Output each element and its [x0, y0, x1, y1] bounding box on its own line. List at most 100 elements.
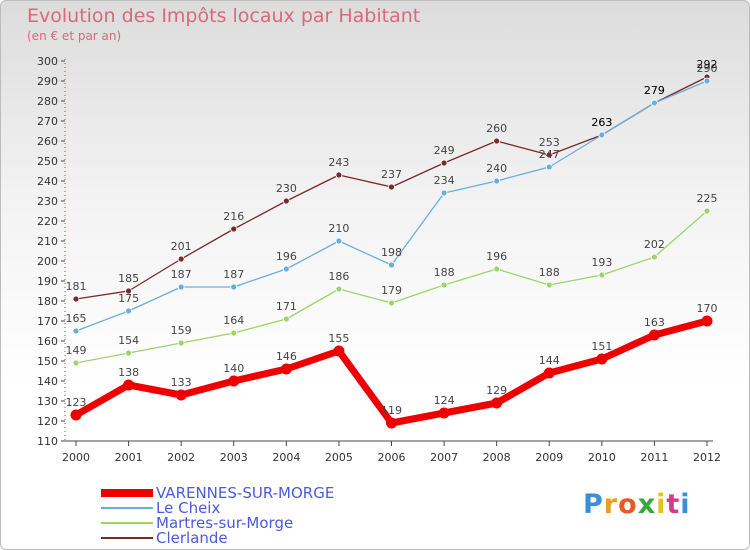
data-label: 237: [381, 168, 402, 181]
data-point: [72, 359, 80, 367]
data-label: 124: [434, 394, 455, 407]
data-point: [125, 287, 132, 295]
x-tick-label: 2003: [220, 451, 248, 464]
data-point: [282, 265, 290, 273]
data-label: 119: [381, 404, 402, 417]
data-label: 129: [486, 384, 507, 397]
legend-swatch: [101, 522, 153, 524]
data-point: [230, 283, 238, 291]
data-point: [438, 407, 450, 419]
data-point: [491, 397, 503, 409]
data-point: [648, 329, 660, 341]
data-point: [335, 285, 343, 293]
logo-letter: t: [666, 489, 681, 520]
data-point: [230, 225, 238, 233]
data-point: [493, 137, 501, 145]
data-point: [177, 339, 185, 347]
x-tick-label: 2006: [378, 451, 406, 464]
y-tick-label: 170: [37, 315, 58, 328]
chart-axes: 110 120 130 140 150 160 170 180 190 200 210 220 230 2…: [37, 55, 721, 464]
data-point: [703, 77, 711, 85]
data-label: 188: [434, 266, 455, 279]
data-point: [651, 99, 658, 107]
y-tick-label: 200: [37, 255, 58, 268]
legend-label: VARENNES-SUR-MORGE: [156, 484, 335, 502]
data-label: 181: [66, 280, 87, 293]
y-tick-label: 300: [37, 55, 58, 68]
y-tick-label: 220: [37, 215, 58, 228]
data-label: 201: [171, 240, 192, 253]
y-tick-label: 260: [37, 135, 58, 148]
data-label: 146: [276, 350, 297, 363]
data-point: [598, 271, 606, 279]
data-label: 196: [486, 250, 507, 263]
data-label: 179: [381, 284, 402, 297]
y-tick-label: 160: [37, 335, 58, 348]
y-tick-label: 120: [37, 415, 58, 428]
data-label: 187: [171, 268, 192, 281]
y-tick-label: 270: [37, 115, 58, 128]
y-tick-label: 240: [37, 175, 58, 188]
data-label: 155: [328, 332, 349, 345]
data-label: 196: [276, 250, 297, 263]
data-point: [177, 283, 185, 291]
data-point: [72, 295, 80, 303]
data-label: 138: [118, 366, 139, 379]
x-tick-label: 2004: [272, 451, 300, 464]
data-point: [388, 261, 395, 269]
data-point: [440, 159, 448, 167]
chart-title: Evolution des Impôts locaux par Habitant: [27, 5, 421, 27]
data-point: [545, 281, 553, 289]
y-tick-label: 210: [37, 235, 58, 248]
x-tick-label: 2012: [693, 451, 721, 464]
y-tick-label: 230: [37, 195, 58, 208]
legend-swatch: [101, 537, 153, 539]
data-point: [596, 353, 608, 365]
legend-swatch: [101, 507, 153, 509]
data-point: [123, 379, 135, 391]
data-label: 260: [486, 122, 507, 135]
y-tick-label: 180: [37, 295, 58, 308]
data-label: 144: [539, 354, 560, 367]
data-point: [282, 315, 290, 323]
data-point: [545, 163, 553, 171]
data-label: 164: [223, 314, 244, 327]
data-label: 187: [223, 268, 244, 281]
data-label: 253: [539, 136, 560, 149]
y-tick-label: 150: [37, 355, 58, 368]
logo-letter: r: [603, 489, 619, 520]
data-label: 290: [697, 62, 718, 75]
legend-label: Martres-sur-Morge: [156, 514, 294, 532]
x-tick-label: 2011: [640, 451, 668, 464]
data-point: [386, 417, 397, 429]
data-label: 249: [434, 144, 455, 157]
data-label: 234: [434, 174, 455, 187]
data-point: [125, 349, 132, 357]
x-tick-label: 2009: [535, 451, 563, 464]
data-point: [175, 389, 187, 401]
chart-series: [70, 73, 713, 429]
x-tick-label: 2005: [325, 451, 353, 464]
data-label: 133: [171, 376, 192, 389]
data-label: 188: [539, 266, 560, 279]
data-labels: 123 138 133 140 146 155 119 124 129 144 151 163 170 1…: [66, 58, 718, 417]
data-label: 149: [66, 344, 87, 357]
data-label: 193: [591, 256, 612, 269]
x-tick-label: 2010: [588, 451, 616, 464]
y-tick-label: 290: [37, 75, 58, 88]
y-tick-label: 130: [37, 395, 58, 408]
logo-letter: o: [618, 489, 638, 520]
data-point: [651, 253, 658, 261]
data-label: 247: [539, 148, 560, 161]
legend-label: Le Cheix: [156, 499, 221, 517]
data-label: 279: [644, 84, 665, 97]
data-label: 240: [486, 162, 507, 175]
logo-letter: i: [656, 489, 667, 520]
data-label: 140: [223, 362, 244, 375]
y-tick-label: 140: [37, 375, 58, 388]
data-point: [493, 177, 501, 185]
data-label: 230: [276, 182, 297, 195]
data-label: 243: [328, 156, 349, 169]
data-point: [70, 409, 82, 421]
